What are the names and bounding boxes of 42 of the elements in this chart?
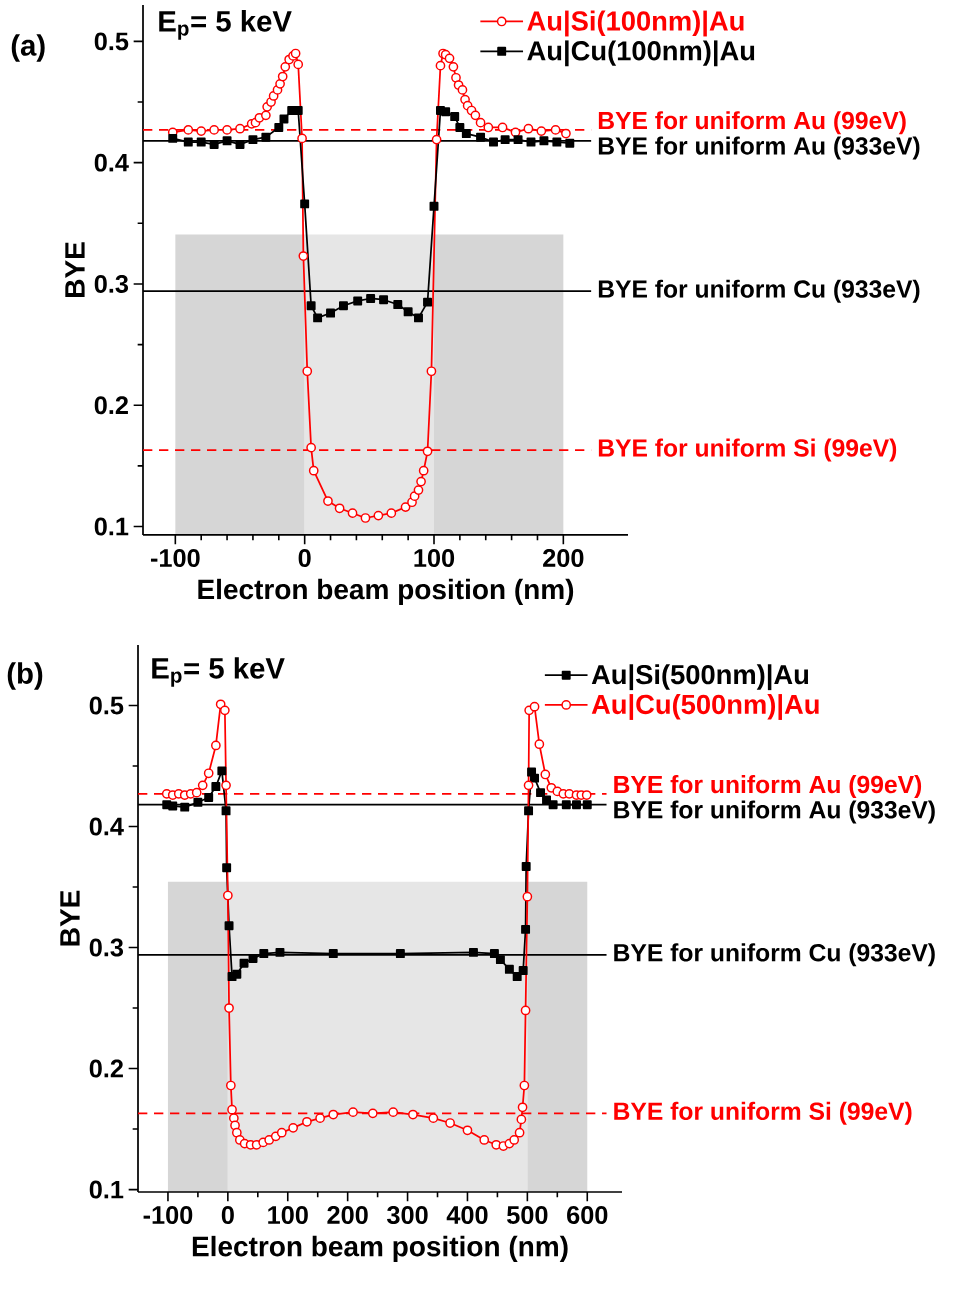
annotation: E$_{p}$= 5 keV bbox=[152, 657, 285, 687]
x-tick-label: 200 bbox=[543, 549, 584, 567]
text: (b) bbox=[7, 662, 43, 690]
ref-line-label: BYE for uniform Si (99eV) bbox=[598, 438, 897, 462]
x-tick-label: 300 bbox=[387, 1206, 428, 1225]
x-tick-label: 200 bbox=[327, 1206, 368, 1224]
legend-label: Au|Si(500nm)|Au bbox=[591, 664, 809, 691]
ref-line-label: BYE for uniform Cu (933eV) bbox=[614, 943, 935, 967]
ref-line-label: BYE for uniform Au (933eV) bbox=[614, 800, 935, 824]
y-axis-title: BYE bbox=[60, 890, 80, 946]
legend-label: Au|Cu(500nm)|Au bbox=[591, 694, 819, 720]
x-tick-label: 0 bbox=[298, 549, 311, 567]
x-tick-label: -100 bbox=[150, 549, 200, 567]
y-tick-label: 0.2 bbox=[94, 396, 128, 415]
x-tick-label: 400 bbox=[446, 1206, 488, 1224]
annotation: E$_{p}$= 5 keV bbox=[159, 10, 292, 40]
y-tick-label: 0.2 bbox=[89, 1059, 123, 1078]
y-tick-label: 0.4 bbox=[89, 817, 124, 836]
legend-label: Au|Cu(100nm)|Au bbox=[527, 40, 755, 67]
ref-line-label: BYE for uniform Au (99eV) bbox=[598, 111, 906, 135]
x-tick-label: 500 bbox=[507, 1206, 548, 1224]
x-tick-label: 100 bbox=[268, 1206, 308, 1224]
ref-line-label: BYE for uniform Cu (933eV) bbox=[598, 279, 920, 303]
ref-line-label: BYE for uniform Au (933eV) bbox=[598, 136, 920, 160]
y-tick-label: 0.1 bbox=[89, 1180, 124, 1199]
y-axis-title: BYE bbox=[65, 242, 85, 297]
x-tick-label: 0 bbox=[221, 1206, 234, 1224]
x-tick-label: -100 bbox=[143, 1206, 193, 1224]
ref-line-label: BYE for uniform Au (99eV) bbox=[614, 775, 922, 799]
y-tick-label: 0.3 bbox=[89, 938, 124, 957]
y-tick-label: 0.5 bbox=[89, 696, 124, 715]
legend-label: Au|Si(100nm)|Au bbox=[527, 10, 744, 37]
y-tick-label: 0.5 bbox=[94, 32, 129, 51]
text: (a) bbox=[11, 34, 45, 62]
y-tick-label: 0.1 bbox=[94, 517, 129, 536]
x-tick-label: 600 bbox=[567, 1206, 608, 1224]
x-axis-title: Electron beam position (nm) bbox=[198, 578, 574, 605]
x-axis-title: Electron beam position (nm) bbox=[192, 1235, 568, 1262]
x-tick-label: 100 bbox=[414, 549, 455, 567]
y-tick-label: 0.3 bbox=[94, 274, 129, 293]
ref-line-label: BYE for uniform Si (99eV) bbox=[614, 1101, 912, 1125]
y-tick-label: 0.4 bbox=[94, 153, 129, 172]
